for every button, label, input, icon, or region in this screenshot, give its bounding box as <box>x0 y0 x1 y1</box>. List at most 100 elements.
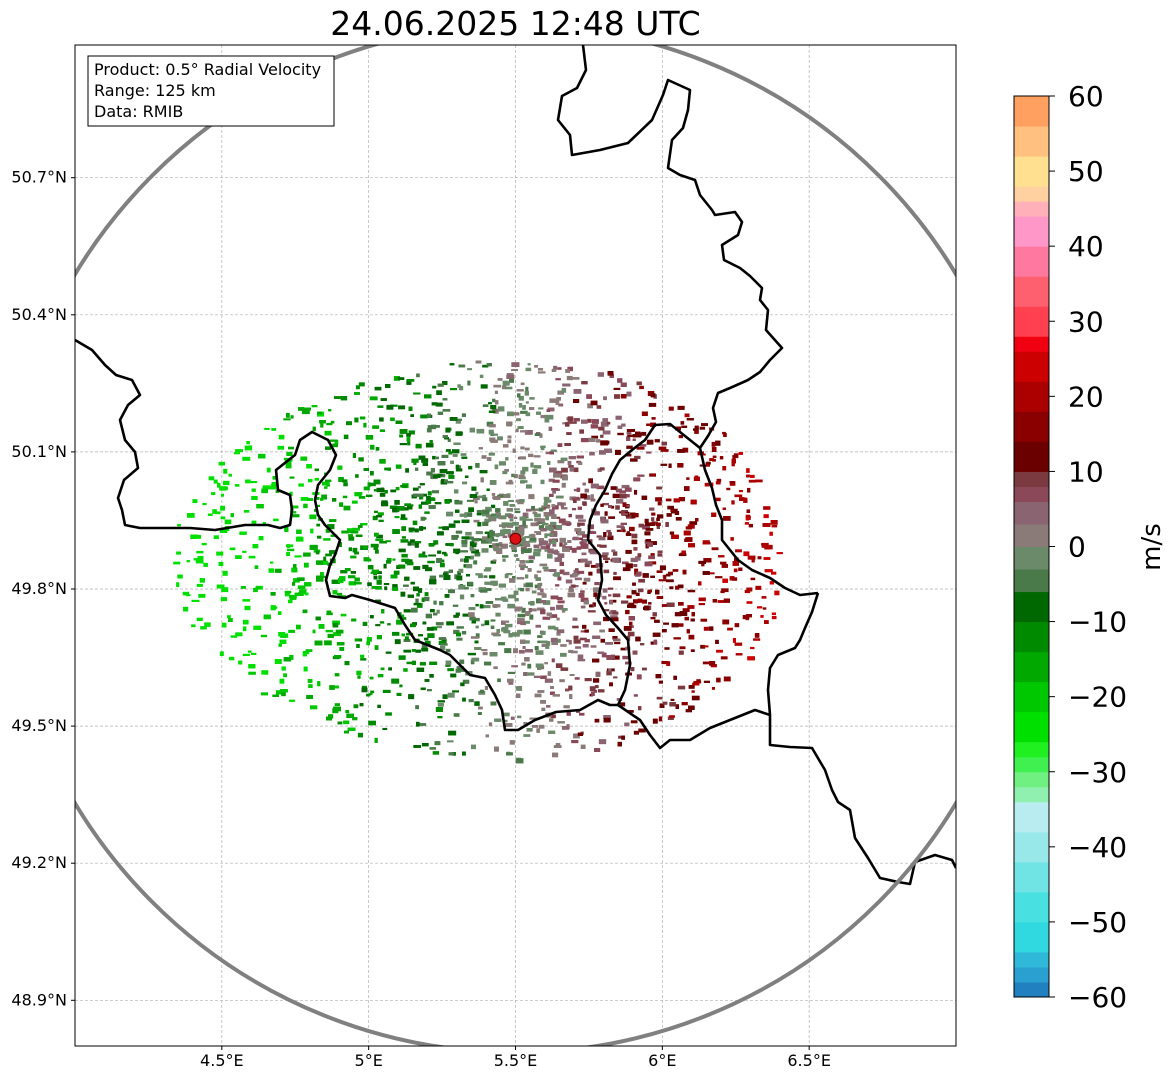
echo-pixel <box>329 439 338 442</box>
echo-pixel <box>379 459 386 464</box>
echo-pixel <box>542 566 549 570</box>
echo-pixel <box>474 500 478 504</box>
echo-pixel <box>385 384 391 388</box>
colorbar-band <box>1014 501 1049 525</box>
echo-pixel <box>510 716 515 720</box>
echo-pixel <box>514 598 519 602</box>
echo-pixel <box>521 607 526 613</box>
echo-pixel <box>638 728 646 733</box>
echo-pixel <box>755 585 762 590</box>
echo-pixel <box>481 623 485 627</box>
colorbar-band <box>1014 921 1049 953</box>
echo-pixel <box>595 671 601 677</box>
echo-pixel <box>550 691 555 695</box>
echo-pixel <box>608 628 615 632</box>
echo-pixel <box>584 639 590 643</box>
echo-pixel <box>286 544 294 548</box>
echo-pixel <box>495 543 500 547</box>
echo-pixel <box>474 552 481 557</box>
echo-pixel <box>563 705 570 709</box>
echo-pixel <box>534 433 540 436</box>
echo-pixel <box>657 550 663 553</box>
echo-pixel <box>536 728 540 733</box>
echo-pixel <box>392 507 398 513</box>
echo-pixel <box>507 603 515 609</box>
echo-pixel <box>252 544 259 549</box>
echo-pixel <box>414 541 422 544</box>
colorbar-tick-label: −10 <box>1068 606 1127 639</box>
echo-pixel <box>219 528 228 533</box>
echo-pixel <box>464 587 469 590</box>
echo-pixel <box>774 590 780 596</box>
echo-pixel <box>556 629 565 634</box>
echo-pixel <box>525 367 532 372</box>
echo-pixel <box>311 405 318 408</box>
echo-pixel <box>630 557 638 563</box>
echo-pixel <box>413 566 421 570</box>
echo-pixel <box>520 588 525 592</box>
echo-pixel <box>539 540 546 546</box>
echo-pixel <box>470 536 474 540</box>
echo-pixel <box>458 568 464 573</box>
echo-pixel <box>220 505 225 511</box>
echo-pixel <box>628 616 635 621</box>
echo-pixel <box>538 724 545 729</box>
echo-pixel <box>648 589 652 593</box>
echo-pixel <box>374 510 378 513</box>
echo-pixel <box>489 535 493 539</box>
echo-pixel <box>622 655 630 660</box>
echo-pixel <box>621 735 625 740</box>
echo-pixel <box>630 458 638 462</box>
echo-pixel <box>298 592 304 596</box>
echo-pixel <box>357 732 363 738</box>
echo-pixel <box>525 588 530 592</box>
echo-pixel <box>482 605 491 609</box>
echo-pixel <box>700 618 708 622</box>
echo-pixel <box>339 647 345 651</box>
echo-pixel <box>620 702 626 707</box>
echo-pixel <box>474 701 480 706</box>
border-luxembourg-germany <box>698 447 819 597</box>
echo-pixel <box>176 551 181 555</box>
echo-pixel <box>334 673 340 677</box>
echo-pixel <box>607 535 614 540</box>
echo-pixel <box>270 484 276 488</box>
y-tick-label: 50.4°N <box>11 305 67 324</box>
echo-pixel <box>525 574 529 579</box>
echo-pixel <box>770 520 778 525</box>
echo-pixel <box>497 436 503 441</box>
echo-pixel <box>595 563 604 568</box>
echo-pixel <box>504 648 512 654</box>
echo-pixel <box>631 533 638 539</box>
echo-pixel <box>565 688 570 692</box>
echo-pixel <box>617 741 622 747</box>
echo-pixel <box>285 463 292 469</box>
echo-pixel <box>624 722 630 727</box>
echo-pixel <box>216 584 225 589</box>
echo-pixel <box>439 562 445 568</box>
echo-pixel <box>634 600 640 603</box>
echo-pixel <box>488 722 493 727</box>
echo-pixel <box>540 609 546 615</box>
echo-pixel <box>506 508 513 511</box>
echo-pixel <box>492 604 501 608</box>
echo-pixel <box>543 496 550 500</box>
echo-pixel <box>492 408 500 412</box>
echo-pixel <box>571 377 580 380</box>
echo-pixel <box>590 494 594 499</box>
echo-pixel <box>426 471 433 476</box>
echo-pixel <box>447 589 455 594</box>
echo-pixel <box>297 585 306 589</box>
echo-pixel <box>384 586 388 591</box>
echo-pixel <box>389 505 398 509</box>
echo-pixel <box>580 590 585 593</box>
echo-pixel <box>462 697 466 702</box>
echo-pixel <box>268 568 275 573</box>
echo-pixel <box>290 511 297 514</box>
echo-pixel <box>488 410 496 413</box>
echo-pixel <box>370 444 375 450</box>
echo-pixel <box>263 614 271 620</box>
echo-pixel <box>579 537 583 540</box>
echo-pixel <box>681 425 688 428</box>
echo-pixel <box>401 536 406 539</box>
